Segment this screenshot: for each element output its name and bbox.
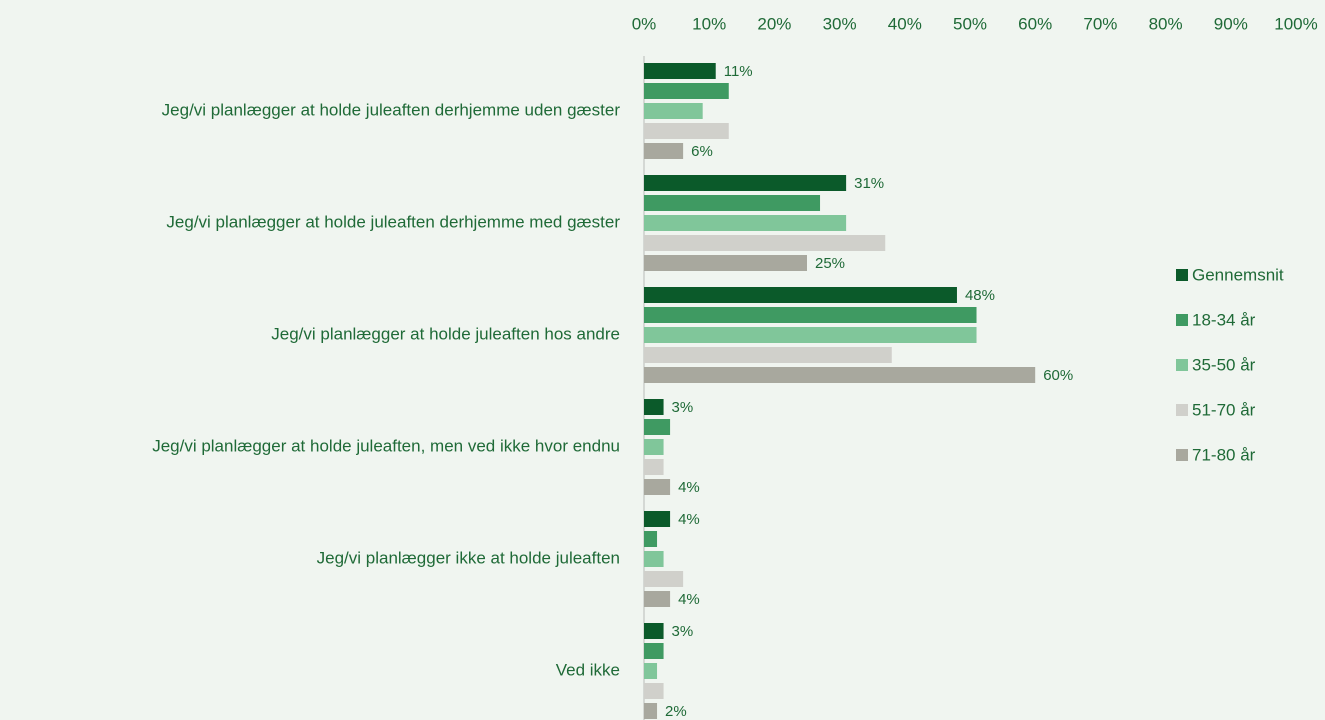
bar bbox=[644, 459, 664, 475]
value-label: 25% bbox=[815, 255, 845, 272]
legend-label: 18-34 år bbox=[1192, 310, 1256, 329]
bar bbox=[644, 63, 716, 79]
bar bbox=[644, 439, 664, 455]
category-label: Jeg/vi planlægger ikke at holde juleafte… bbox=[317, 548, 620, 567]
bar bbox=[644, 511, 671, 527]
value-label: 48% bbox=[965, 287, 995, 304]
value-label: 4% bbox=[678, 591, 700, 608]
bar bbox=[644, 663, 658, 679]
value-label: 11% bbox=[724, 63, 753, 80]
legend-label: 35-50 år bbox=[1192, 355, 1256, 374]
category-label: Jeg/vi planlægger at holde juleaften, me… bbox=[152, 436, 620, 455]
x-tick-label: 20% bbox=[757, 14, 791, 33]
x-tick-label: 60% bbox=[1018, 14, 1052, 33]
bar bbox=[644, 215, 847, 231]
x-tick-label: 40% bbox=[888, 14, 922, 33]
legend-label: 71-80 år bbox=[1192, 445, 1256, 464]
value-label: 6% bbox=[691, 143, 713, 160]
bar bbox=[644, 703, 658, 719]
legend-swatch bbox=[1176, 359, 1188, 371]
value-label: 3% bbox=[672, 623, 694, 640]
bar bbox=[644, 123, 729, 139]
category-label: Jeg/vi planlægger at holde juleaften hos… bbox=[271, 324, 620, 343]
bar bbox=[644, 327, 977, 343]
bar bbox=[644, 103, 703, 119]
legend-swatch bbox=[1176, 404, 1188, 416]
value-label: 31% bbox=[854, 175, 884, 192]
bar bbox=[644, 531, 658, 547]
bar bbox=[644, 479, 671, 495]
x-tick-label: 30% bbox=[823, 14, 857, 33]
bar bbox=[644, 195, 821, 211]
x-tick-label: 0% bbox=[632, 14, 657, 33]
x-tick-label: 50% bbox=[953, 14, 987, 33]
bar bbox=[644, 367, 1036, 383]
legend-label: 51-70 år bbox=[1192, 400, 1256, 419]
value-label: 60% bbox=[1043, 367, 1073, 384]
value-label: 2% bbox=[665, 703, 687, 720]
bar bbox=[644, 683, 664, 699]
x-tick-label: 10% bbox=[692, 14, 726, 33]
bar bbox=[644, 287, 957, 303]
bar bbox=[644, 143, 684, 159]
x-tick-label: 70% bbox=[1083, 14, 1117, 33]
bar bbox=[644, 255, 807, 271]
bar bbox=[644, 591, 671, 607]
x-tick-label: 80% bbox=[1149, 14, 1183, 33]
bar bbox=[644, 571, 684, 587]
bar bbox=[644, 643, 664, 659]
bar bbox=[644, 623, 664, 639]
bar bbox=[644, 399, 664, 415]
bar bbox=[644, 83, 729, 99]
bar bbox=[644, 235, 886, 251]
category-label: Ved ikke bbox=[556, 660, 620, 679]
category-label: Jeg/vi planlægger at holde juleaften der… bbox=[162, 100, 621, 119]
bar bbox=[644, 307, 977, 323]
x-tick-label: 90% bbox=[1214, 14, 1248, 33]
bar bbox=[644, 551, 664, 567]
value-label: 4% bbox=[678, 511, 700, 528]
legend-label: Gennemsnit bbox=[1192, 265, 1284, 284]
legend-swatch bbox=[1176, 449, 1188, 461]
bar bbox=[644, 175, 847, 191]
legend-swatch bbox=[1176, 269, 1188, 281]
category-label: Jeg/vi planlægger at holde juleaften der… bbox=[166, 212, 620, 231]
bar bbox=[644, 347, 892, 363]
bar bbox=[644, 419, 671, 435]
value-label: 3% bbox=[672, 399, 694, 416]
value-label: 4% bbox=[678, 479, 700, 496]
x-tick-label: 100% bbox=[1274, 14, 1317, 33]
legend-swatch bbox=[1176, 314, 1188, 326]
